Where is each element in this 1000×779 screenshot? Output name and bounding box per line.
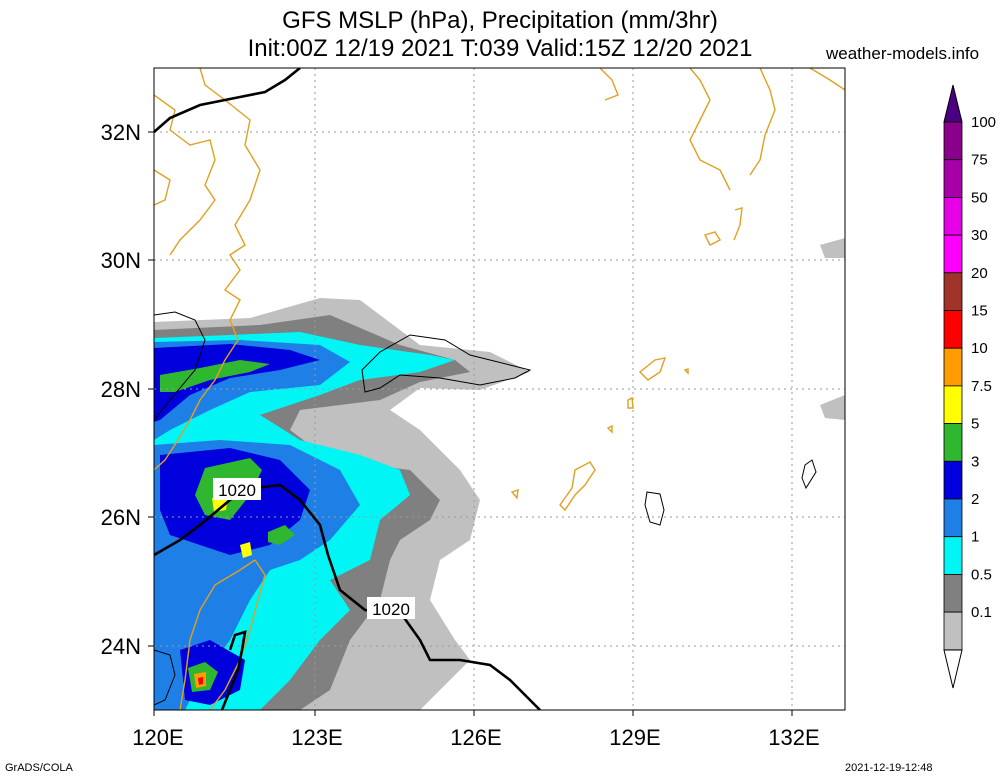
legend-color-box [943, 234, 963, 274]
isobars [154, 311, 817, 706]
legend-top-arrow [943, 84, 963, 123]
legend-level-label: 7.5 [971, 378, 992, 395]
lon-tick-label: 120E [132, 725, 183, 750]
precip-0.1-east-2 [820, 395, 845, 420]
legend-level-label: 50 [971, 189, 988, 206]
lat-tick-label: 28N [101, 377, 141, 402]
axis-ticks [148, 131, 793, 716]
precip-0.1-east-1 [820, 238, 845, 258]
coastlines [154, 68, 845, 710]
legend-color-box [943, 121, 963, 161]
legend-color-box [943, 385, 963, 424]
map-area [154, 68, 845, 710]
legend-color-box [943, 310, 963, 349]
precipitation-field [154, 238, 845, 710]
legend-level-label: 0.5 [971, 566, 992, 583]
lon-tick-label: 129E [609, 725, 660, 750]
legend-color-box [943, 272, 963, 311]
legend-color-box [943, 196, 963, 236]
chart-subtitle: Init:00Z 12/19 2021 T:039 Valid:15Z 12/2… [247, 35, 753, 62]
legend-level-label: 75 [971, 152, 988, 169]
generation-timestamp: 2021-12-19-12:48 [845, 762, 933, 774]
precip-5-cell-north [160, 360, 270, 392]
lat-tick-label: 26N [101, 505, 141, 530]
isobar-labels: 1020 1020 [213, 478, 415, 619]
software-credit: GrADS/COLA [5, 762, 73, 774]
legend-color-box [943, 159, 963, 198]
legend-level-label: 3 [971, 453, 979, 470]
lat-tick-label: 32N [101, 120, 141, 145]
legend-color-box [943, 536, 963, 575]
legend-color-box [943, 347, 963, 387]
legend-color-box [943, 498, 963, 538]
isobar-label: 1020 [218, 481, 256, 500]
legend-level-label: 1 [971, 529, 979, 546]
legend-color-box [943, 574, 963, 613]
isobar-label: 1020 [372, 600, 410, 619]
chart-title: GFS MSLP (hPa), Precipitation (mm/3hr) [282, 7, 718, 34]
legend-color-box [943, 611, 963, 651]
lat-tick-label: 30N [101, 248, 141, 273]
lon-labels: 120E 123E 126E 129E 132E [132, 725, 819, 750]
lat-tick-label: 24N [101, 634, 141, 659]
legend-level-label: 20 [971, 265, 988, 282]
lon-tick-label: 126E [450, 725, 501, 750]
legend-color-box [943, 460, 963, 500]
lat-labels: 32N 30N 28N 26N 24N [101, 120, 141, 659]
precip-5-cell-right [268, 525, 295, 545]
precip-15-cell [198, 677, 203, 685]
legend-level-label: 0.1 [971, 604, 992, 621]
legend-bottom-arrow [943, 649, 963, 689]
lon-tick-label: 132E [768, 725, 819, 750]
legend-color-box [943, 423, 963, 462]
site-credit: weather-models.info [826, 44, 980, 63]
legend-level-label: 2 [971, 491, 979, 508]
graticule [154, 68, 845, 710]
legend-level-label: 10 [971, 340, 988, 357]
legend-level-label: 5 [971, 416, 979, 433]
legend-level-label: 15 [971, 303, 988, 320]
precip-3-area [154, 344, 320, 422]
precip-legend: 100 75 50 30 20 15 10 7.5 5 3 2 1 0.5 0.1 [943, 84, 996, 689]
legend-level-label: 100 [971, 114, 996, 131]
lon-tick-label: 123E [291, 725, 342, 750]
legend-level-label: 30 [971, 227, 988, 244]
precip-7.5-cell-2 [240, 542, 252, 558]
